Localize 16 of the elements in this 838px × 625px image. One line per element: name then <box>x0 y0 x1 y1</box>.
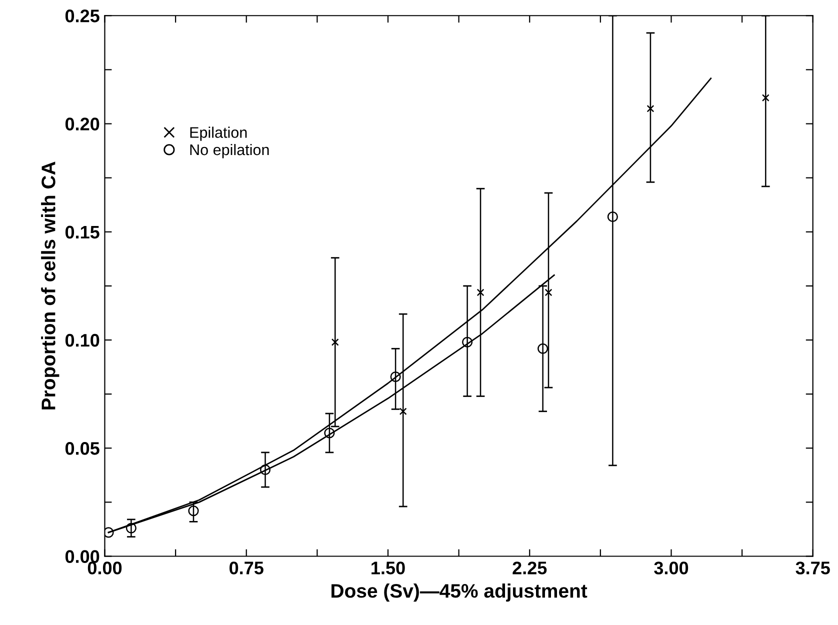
y-axis-title: Proportion of cells with CA <box>41 162 60 410</box>
legend-label: No epilation <box>190 144 269 158</box>
y-tick-label: 0.00 <box>65 550 100 563</box>
x-tick-label: 2.25 <box>512 562 547 574</box>
x-axis-title: Dose (Sv)—45% adjustment <box>332 584 588 602</box>
y-tick-label: 0.05 <box>65 442 100 455</box>
y-tick-label: 0.20 <box>65 118 100 130</box>
y-tick-label: 0.10 <box>65 334 100 347</box>
x-tick-label: 0.75 <box>230 562 264 574</box>
x-tick-label: 0.00 <box>88 562 122 574</box>
y-tick-label: 0.15 <box>65 226 100 239</box>
x-tick-label: 1.50 <box>372 562 405 574</box>
legend-label: Epilation <box>190 126 247 141</box>
x-tick-label: 3.75 <box>796 562 830 574</box>
y-tick-label: 0.25 <box>65 10 100 22</box>
x-tick-label: 3.00 <box>654 562 688 574</box>
